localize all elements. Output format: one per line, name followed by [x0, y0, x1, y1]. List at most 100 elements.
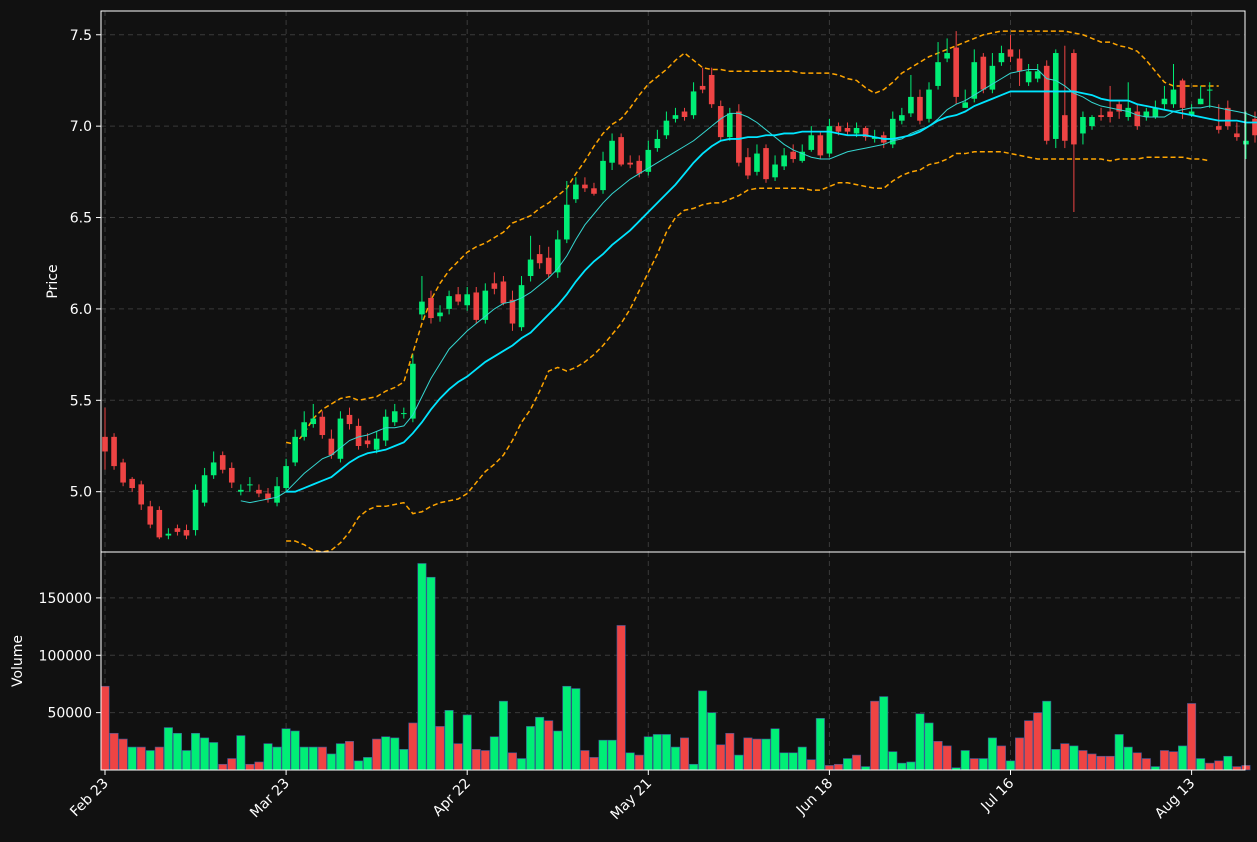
candle	[736, 104, 742, 167]
candle	[699, 67, 706, 94]
candle	[998, 45, 1005, 66]
candle	[174, 524, 181, 536]
volume-bar	[933, 741, 943, 771]
candle-body	[310, 418, 317, 425]
volume-bar	[444, 710, 454, 771]
bollinger-upper-line	[285, 30, 1219, 445]
candle-body	[654, 138, 661, 149]
candle-body	[500, 281, 507, 304]
candle-body	[138, 484, 145, 505]
volume-bar	[145, 750, 155, 771]
candle	[573, 177, 579, 203]
candle-body	[627, 162, 633, 165]
candle-body	[1134, 111, 1141, 127]
volume-bar	[335, 743, 345, 771]
price-tick-label: 5.0	[70, 485, 92, 501]
candlestick-series	[102, 31, 1257, 540]
volume-bar	[281, 728, 291, 771]
candle	[609, 133, 615, 171]
candle-body	[917, 96, 923, 121]
candle-body	[1152, 107, 1159, 118]
candle-body	[844, 127, 851, 132]
volume-bar	[580, 750, 590, 771]
candle	[980, 53, 987, 94]
volume-bar	[607, 739, 617, 771]
candle-body	[790, 151, 796, 160]
volume-bar	[254, 761, 264, 771]
candle-body	[663, 120, 670, 136]
candle-body	[527, 259, 534, 277]
moving-average-lines	[240, 68, 1257, 504]
volume-bar	[109, 732, 119, 771]
candle-body	[346, 414, 353, 425]
volume-bar	[426, 576, 436, 771]
candle	[817, 131, 824, 160]
volume-bar	[1033, 712, 1043, 771]
candle-body	[518, 285, 525, 328]
candle-body	[772, 164, 778, 178]
volume-bar	[987, 737, 997, 771]
volume-bar	[553, 730, 563, 771]
candle-body	[391, 411, 398, 423]
price-y-axis: 5.0 5.5 6.0 6.5 7.0 7.5	[70, 28, 101, 501]
candle	[509, 290, 516, 331]
volume-bar	[616, 625, 626, 771]
candle	[337, 411, 344, 463]
volume-bar	[136, 746, 146, 771]
volume-bar	[317, 746, 327, 771]
candle-body	[853, 127, 860, 134]
candle	[527, 235, 534, 282]
candle	[1016, 49, 1023, 86]
candle	[1161, 85, 1168, 110]
candle-body	[210, 462, 217, 476]
candle-body	[564, 204, 570, 240]
candle-body	[899, 115, 905, 121]
candle-body	[201, 475, 208, 503]
volume-tick-label: 50000	[47, 706, 92, 722]
candle-body	[745, 157, 751, 176]
candle-body	[1043, 65, 1050, 141]
candle-body	[482, 290, 489, 320]
candle	[1234, 122, 1240, 141]
candle	[274, 477, 280, 507]
candle-body	[953, 47, 959, 97]
candle	[962, 89, 969, 108]
candle-body	[1025, 71, 1032, 83]
candle-body	[554, 239, 561, 273]
volume-bar	[435, 726, 445, 771]
candle-body	[817, 135, 824, 156]
volume-bar	[390, 737, 400, 771]
candle-body	[129, 478, 135, 489]
volume-bar	[661, 734, 671, 771]
candle-body	[935, 62, 941, 86]
candle	[1071, 49, 1077, 213]
volume-bar	[843, 758, 853, 771]
volume-bar	[960, 750, 970, 771]
volume-bar	[1087, 753, 1097, 771]
volume-bar	[417, 563, 427, 771]
volume-bar	[634, 754, 644, 771]
candle-body	[1116, 104, 1122, 112]
candle	[1007, 34, 1014, 63]
candle-body	[165, 533, 172, 536]
volume-bar	[200, 737, 210, 771]
sma-slow-line	[286, 90, 1257, 493]
volume-bar	[1114, 734, 1124, 771]
volume-panel-frame	[100, 551, 1246, 771]
candle-body	[401, 413, 407, 415]
candle	[790, 144, 796, 163]
volume-bar	[1060, 743, 1070, 771]
candle	[192, 484, 199, 536]
price-axis-label: Price	[45, 264, 61, 298]
volume-bar	[806, 759, 816, 771]
bollinger-lower-line	[286, 150, 1210, 553]
candle-body	[1170, 89, 1177, 105]
volume-bar	[643, 736, 653, 771]
candle	[419, 276, 425, 320]
candle-body	[1080, 117, 1086, 134]
candle	[210, 451, 217, 479]
volume-bar	[517, 758, 527, 771]
candle-body	[799, 151, 806, 161]
candle-body	[636, 160, 643, 174]
